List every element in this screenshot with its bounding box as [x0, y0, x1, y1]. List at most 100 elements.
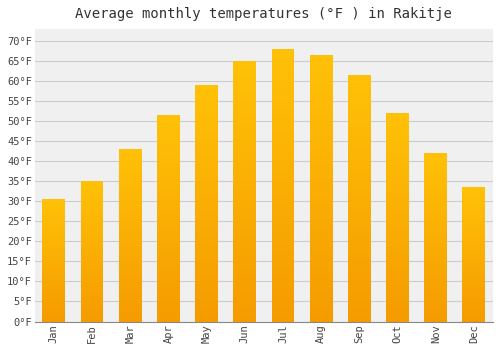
- Bar: [310, 82, 332, 84]
- Bar: [424, 285, 447, 286]
- Bar: [234, 247, 256, 248]
- Bar: [42, 282, 66, 283]
- Bar: [42, 201, 66, 202]
- Bar: [119, 286, 142, 287]
- Bar: [195, 219, 218, 220]
- Bar: [310, 199, 332, 201]
- Bar: [80, 195, 104, 196]
- Bar: [348, 151, 371, 152]
- Bar: [424, 268, 447, 269]
- Bar: [80, 269, 104, 270]
- Bar: [272, 281, 294, 284]
- Bar: [386, 305, 409, 306]
- Bar: [195, 273, 218, 274]
- Bar: [272, 93, 294, 94]
- Bar: [80, 253, 104, 254]
- Bar: [424, 195, 447, 196]
- Bar: [119, 249, 142, 250]
- Bar: [80, 278, 104, 279]
- Bar: [195, 282, 218, 284]
- Bar: [424, 310, 447, 312]
- Bar: [80, 233, 104, 234]
- Bar: [234, 75, 256, 77]
- Bar: [157, 275, 180, 276]
- Bar: [386, 148, 409, 149]
- Bar: [80, 246, 104, 247]
- Bar: [80, 308, 104, 309]
- Bar: [424, 270, 447, 271]
- Bar: [424, 212, 447, 213]
- Bar: [348, 231, 371, 233]
- Bar: [424, 161, 447, 162]
- Bar: [424, 253, 447, 254]
- Bar: [272, 318, 294, 320]
- Bar: [386, 202, 409, 203]
- Bar: [424, 188, 447, 189]
- Bar: [195, 131, 218, 132]
- Bar: [348, 77, 371, 78]
- Bar: [462, 315, 485, 316]
- Bar: [157, 147, 180, 148]
- Bar: [462, 249, 485, 250]
- Bar: [157, 174, 180, 176]
- Bar: [157, 217, 180, 218]
- Bar: [272, 75, 294, 76]
- Bar: [310, 170, 332, 172]
- Bar: [386, 158, 409, 159]
- Bar: [386, 197, 409, 198]
- Bar: [157, 180, 180, 181]
- Bar: [157, 220, 180, 221]
- Bar: [42, 300, 66, 301]
- Bar: [272, 320, 294, 322]
- Bar: [424, 252, 447, 253]
- Bar: [42, 203, 66, 204]
- Bar: [234, 85, 256, 87]
- Bar: [386, 141, 409, 142]
- Bar: [234, 210, 256, 212]
- Bar: [310, 192, 332, 194]
- Bar: [157, 144, 180, 146]
- Bar: [119, 192, 142, 193]
- Bar: [272, 293, 294, 294]
- Bar: [234, 111, 256, 113]
- Bar: [310, 247, 332, 249]
- Bar: [157, 240, 180, 242]
- Bar: [272, 129, 294, 131]
- Bar: [234, 318, 256, 320]
- Bar: [348, 95, 371, 97]
- Bar: [80, 191, 104, 193]
- Bar: [42, 320, 66, 321]
- Bar: [310, 99, 332, 101]
- Bar: [386, 220, 409, 222]
- Bar: [272, 247, 294, 249]
- Bar: [424, 274, 447, 275]
- Bar: [462, 308, 485, 309]
- Bar: [234, 292, 256, 294]
- Bar: [234, 91, 256, 92]
- Bar: [80, 288, 104, 289]
- Bar: [195, 151, 218, 153]
- Bar: [119, 167, 142, 168]
- Bar: [157, 149, 180, 151]
- Bar: [80, 228, 104, 229]
- Bar: [310, 211, 332, 213]
- Bar: [272, 120, 294, 122]
- Bar: [157, 297, 180, 298]
- Bar: [42, 321, 66, 322]
- Bar: [42, 256, 66, 257]
- Bar: [272, 207, 294, 209]
- Bar: [234, 282, 256, 284]
- Bar: [348, 90, 371, 92]
- Bar: [462, 198, 485, 199]
- Bar: [42, 294, 66, 295]
- Bar: [348, 279, 371, 280]
- Bar: [157, 242, 180, 243]
- Bar: [80, 239, 104, 240]
- Bar: [119, 229, 142, 230]
- Bar: [195, 312, 218, 314]
- Bar: [157, 286, 180, 287]
- Bar: [195, 188, 218, 189]
- Bar: [424, 213, 447, 214]
- Bar: [272, 49, 294, 51]
- Bar: [272, 290, 294, 293]
